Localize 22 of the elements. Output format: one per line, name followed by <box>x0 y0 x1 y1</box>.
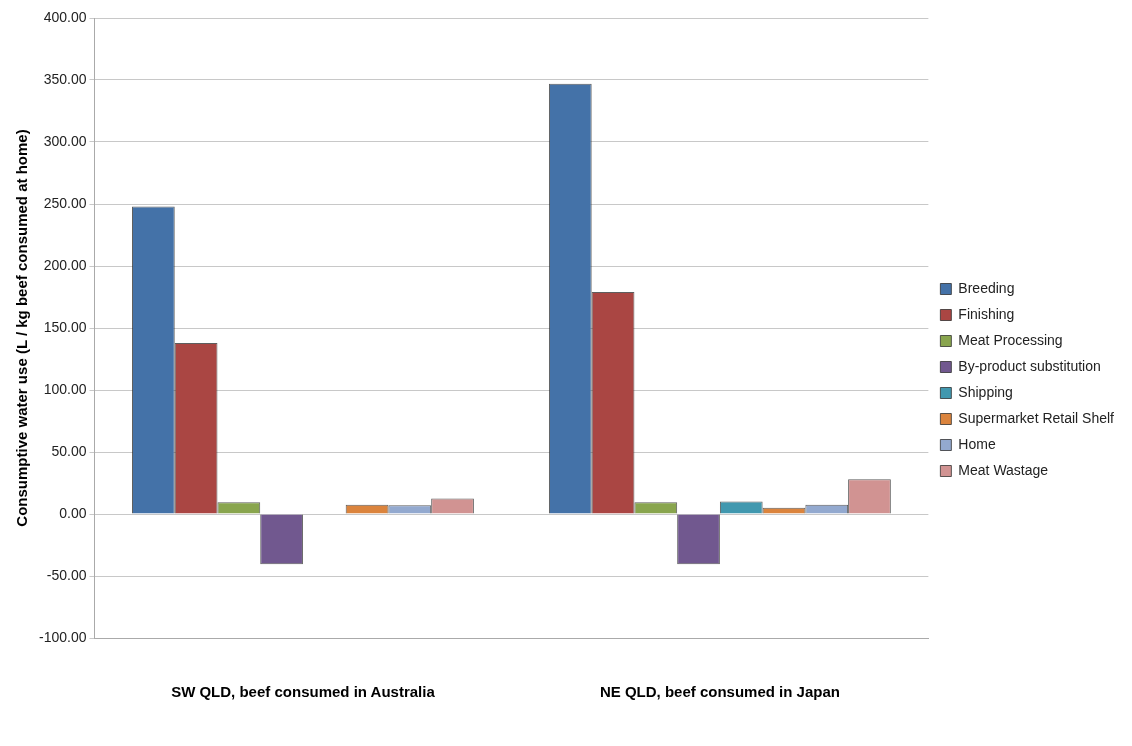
y-tick-label: 200.00 <box>43 256 87 273</box>
legend-label: Breeding <box>958 279 1015 296</box>
y-tick-label: 50.00 <box>51 442 87 459</box>
y-tick-label: -50.00 <box>46 566 87 583</box>
y-tick-label: 250.00 <box>43 194 87 211</box>
legend-label: By-product substitution <box>958 357 1101 374</box>
y-tick-label: 150.00 <box>43 318 87 335</box>
x-tick-label: NE QLD, beef consumed in Japan <box>599 683 840 701</box>
legend-label: Finishing <box>958 305 1015 322</box>
legend-label: Supermarket Retail Shelf <box>958 409 1115 426</box>
legend-label: Meat Processing <box>958 331 1063 348</box>
y-tick-label: 300.00 <box>43 132 87 149</box>
x-tick-label: SW QLD, beef consumed in Australia <box>171 683 436 701</box>
y-tick-label: 100.00 <box>43 380 87 397</box>
y-axis-title: Consumptive water use (L / kg beef consumed at home) <box>13 129 31 527</box>
y-tick-label: 0.00 <box>59 504 87 521</box>
y-tick-label: 400.00 <box>43 8 87 25</box>
y-tick-label: -100.00 <box>39 628 87 645</box>
y-tick-label: 350.00 <box>43 70 87 87</box>
legend-label: Shipping <box>958 383 1013 400</box>
legend-label: Meat Wastage <box>958 461 1049 478</box>
legend-label: Home <box>958 435 996 452</box>
